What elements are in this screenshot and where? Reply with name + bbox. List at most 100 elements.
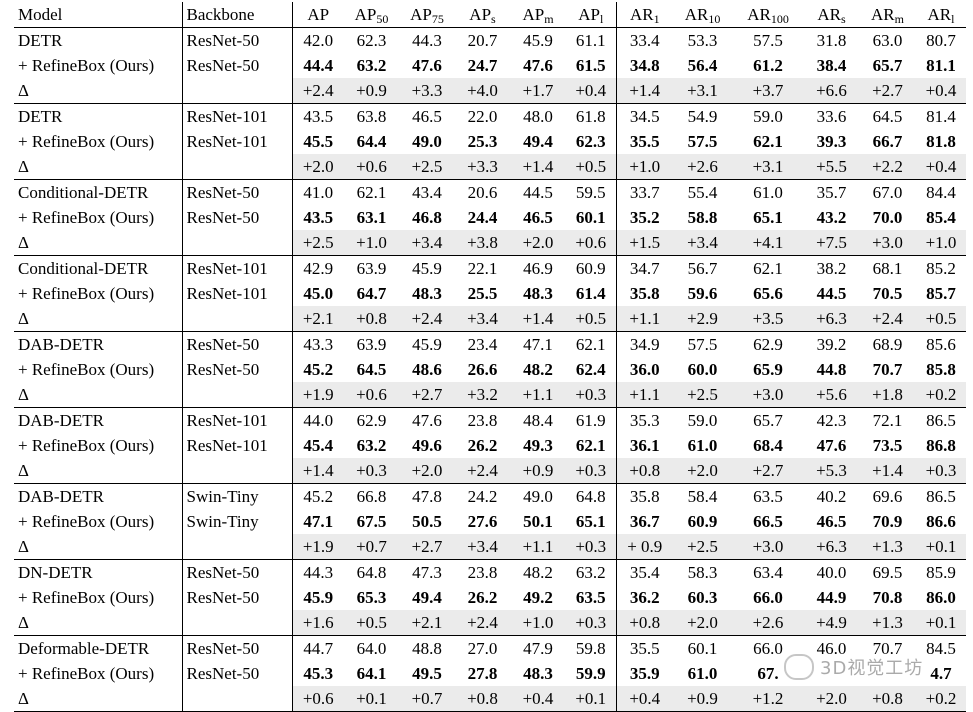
metric-cell: 46.9 <box>523 259 553 278</box>
metric-cell: 4.7 <box>930 664 952 683</box>
watermark-text: 3D视觉工坊 <box>820 658 924 679</box>
metric-cell: 59.0 <box>753 107 783 126</box>
metric-cell: 41.0 <box>291 179 344 205</box>
metric-cell: 46.0 <box>816 639 847 658</box>
metric-cell: +0.8 <box>344 306 399 332</box>
metric-cell: +1.0 <box>916 230 966 256</box>
metric-cell: 57.5 <box>687 335 718 354</box>
metric-cell: 45.9 <box>523 31 553 50</box>
metric-cell: 61.0 <box>687 664 718 683</box>
metric-cell: +1.1 <box>510 382 566 408</box>
metric-cell: 84.4 <box>926 183 956 202</box>
metric-cell: 70.0 <box>872 208 903 227</box>
metric-cell: 61.8 <box>575 107 606 126</box>
metric-cell: 47.3 <box>412 563 442 582</box>
table-row: + RefineBox (Ours) ResNet-101 45.4 63.2 49.6… <box>14 433 966 458</box>
backbone-cell <box>181 686 292 712</box>
metric-cell: 44.4 <box>291 53 344 78</box>
model-cell: DAB-DETR <box>18 487 104 506</box>
metric-cell: 50.5 <box>412 512 442 531</box>
metric-cell: +5.6 <box>804 382 859 408</box>
metric-cell: 60.0 <box>687 360 718 379</box>
model-cell: Deformable-DETR <box>18 639 150 658</box>
metric-cell: 56.4 <box>687 56 718 75</box>
metric-cell: 86.5 <box>926 411 956 430</box>
header-row: Model Backbone AP AP50 AP75 APs APm APl AR1 AR1… <box>14 2 966 28</box>
metric-cell: 33.7 <box>615 179 673 205</box>
metric-cell: 47.6 <box>412 411 442 430</box>
metric-cell: 61.5 <box>575 56 606 75</box>
metric-cell: 49.3 <box>523 436 553 455</box>
metric-cell: 69.6 <box>872 487 903 506</box>
metric-cell: +1.6 <box>291 610 344 636</box>
metric-cell: +1.0 <box>510 610 566 636</box>
metric-cell: 63.5 <box>753 487 783 506</box>
metric-cell: 59.0 <box>687 411 718 430</box>
col-backbone-header: Backbone <box>181 2 292 28</box>
metric-cell: 60.3 <box>687 588 718 607</box>
metric-cell: 55.4 <box>687 183 718 202</box>
metric-cell: +1.9 <box>291 382 344 408</box>
backbone-cell: ResNet-50 <box>181 357 292 382</box>
col-header-ap-s: APs <box>455 2 510 28</box>
metric-cell: 62.4 <box>575 360 606 379</box>
metric-cell: 58.4 <box>687 487 718 506</box>
metric-cell: 61.0 <box>687 436 718 455</box>
metric-cell: 86.5 <box>926 487 956 506</box>
metric-cell: 81.4 <box>926 107 956 126</box>
metric-cell: 61.9 <box>575 411 606 430</box>
metric-cell: 59.6 <box>687 284 718 303</box>
metric-cell: 64.8 <box>575 487 606 506</box>
col-header-ar-s: ARs <box>804 2 859 28</box>
metric-cell: +2.4 <box>399 306 455 332</box>
model-cell: DETR <box>18 107 63 126</box>
metric-cell: +2.1 <box>291 306 344 332</box>
metric-cell: +0.3 <box>566 382 616 408</box>
table-row: DN-DETR ResNet-50 44.3 64.8 47.3 23.8 48.2 63.2… <box>14 559 966 585</box>
metric-cell: 22.1 <box>467 259 498 278</box>
metric-cell: 81.8 <box>926 132 956 151</box>
metric-cell: +3.2 <box>455 382 510 408</box>
metric-cell: 58.3 <box>687 563 718 582</box>
metric-cell: 44.9 <box>816 588 847 607</box>
metric-cell: 34.9 <box>615 331 673 357</box>
metric-cell: +4.0 <box>455 78 510 104</box>
metric-cell: 67.0 <box>872 183 903 202</box>
metric-cell: +1.1 <box>615 306 673 332</box>
metric-cell: +0.6 <box>344 382 399 408</box>
metric-cell: +7.5 <box>804 230 859 256</box>
table-row: Δ +2.1 +0.8 +2.4 +3.4 +1.4 +0.5 +1.1 +2.9 +3.5 +6.… <box>14 306 966 332</box>
metric-cell: +2.2 <box>859 154 916 180</box>
metric-cell: 62.3 <box>575 132 606 151</box>
metric-cell: 36.7 <box>615 509 673 534</box>
model-cell: Δ <box>14 306 182 332</box>
metric-cell: 33.4 <box>615 27 673 53</box>
metric-cell: 27.6 <box>467 512 498 531</box>
metric-cell: 65.7 <box>753 411 783 430</box>
col-header-ar-1: AR1 <box>615 2 673 28</box>
metric-cell: +5.3 <box>804 458 859 484</box>
metric-cell: 45.4 <box>291 433 344 458</box>
metric-cell: +0.3 <box>566 458 616 484</box>
metric-cell: +3.0 <box>732 382 804 408</box>
metric-cell: +1.2 <box>732 686 804 712</box>
metric-cell: 62.9 <box>356 411 387 430</box>
metric-cell: 27.0 <box>467 639 498 658</box>
metric-cell: +3.1 <box>673 78 732 104</box>
model-cell: + RefineBox (Ours) <box>18 512 155 531</box>
col-header-ap-50: AP50 <box>344 2 399 28</box>
model-cell: + RefineBox (Ours) <box>18 436 155 455</box>
metric-cell: +2.5 <box>399 154 455 180</box>
col-header-ar-100: AR100 <box>732 2 804 28</box>
metric-cell: 59.5 <box>575 183 606 202</box>
metric-cell: +1.9 <box>291 534 344 560</box>
metric-cell: 35.3 <box>615 407 673 433</box>
metric-cell: +2.4 <box>859 306 916 332</box>
metric-cell: +1.4 <box>291 458 344 484</box>
col-header-ap-m: APm <box>510 2 566 28</box>
metric-cell: 48.4 <box>523 411 553 430</box>
metric-cell: +2.7 <box>399 382 455 408</box>
metric-cell: +6.3 <box>804 534 859 560</box>
table-row: + RefineBox (Ours) ResNet-101 45.0 64.7 48.3… <box>14 281 966 306</box>
metric-cell: 27.8 <box>467 664 498 683</box>
